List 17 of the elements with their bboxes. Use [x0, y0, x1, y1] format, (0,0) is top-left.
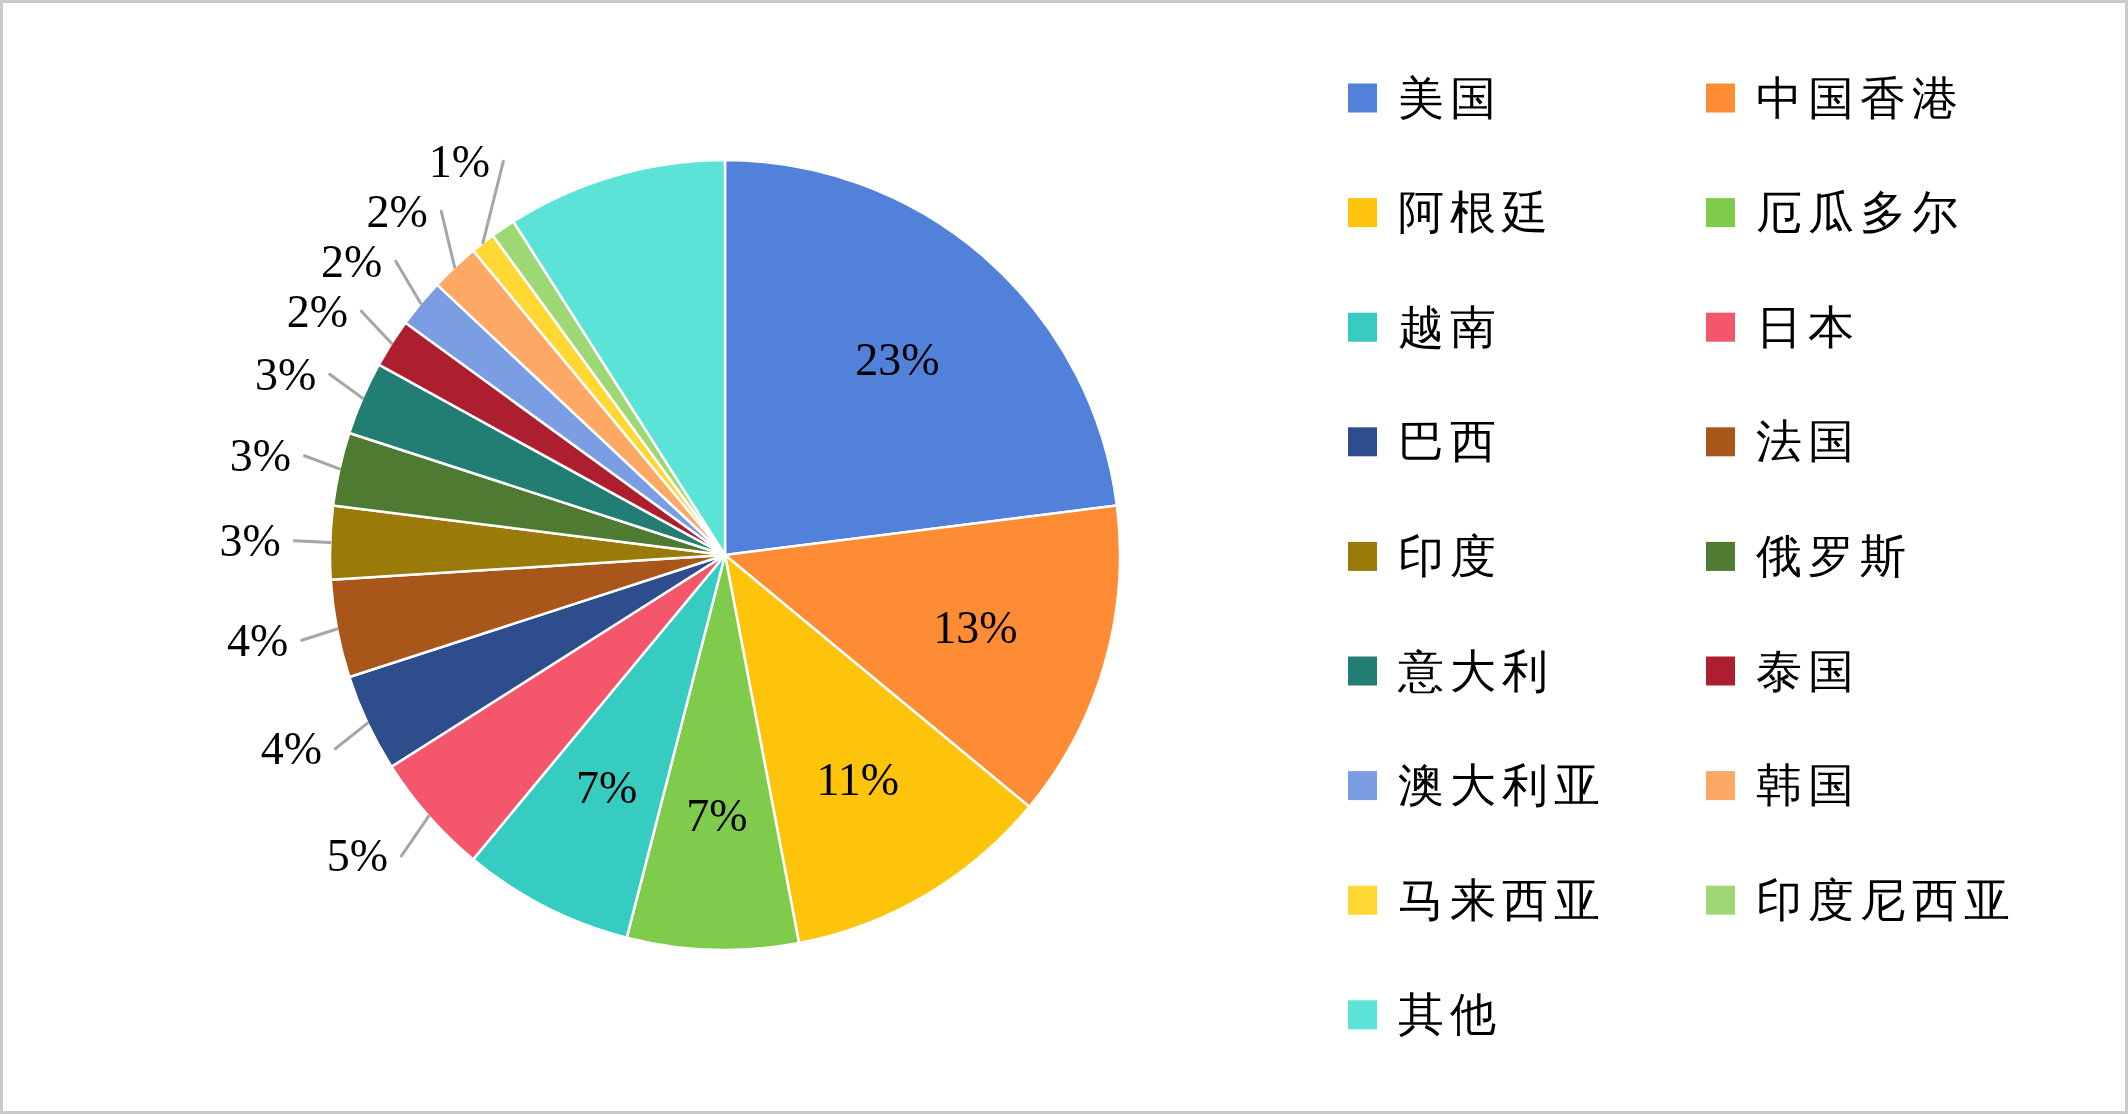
legend-label: 法国: [1756, 416, 1860, 468]
legend-label: 其他: [1398, 989, 1502, 1041]
legend-label: 韩国: [1756, 760, 1860, 812]
legend-label: 巴西: [1398, 416, 1502, 468]
legend-label: 厄瓜多尔: [1756, 187, 1964, 239]
legend-label: 阿根廷: [1398, 187, 1554, 239]
legend-label: 泰国: [1756, 645, 1860, 697]
legend-label: 澳大利亚: [1398, 760, 1606, 812]
legend-label: 印度尼西亚: [1756, 874, 2016, 926]
legend-label: 俄罗斯: [1756, 530, 1912, 582]
legend-label: 印度: [1398, 530, 1502, 582]
legend-label: 马来西亚: [1398, 874, 1606, 926]
legend-label: 意大利: [1397, 645, 1554, 697]
legend-label: 中国香港: [1756, 72, 1964, 124]
legend-label: 美国: [1398, 72, 1502, 124]
legend-label: 日本: [1756, 301, 1860, 353]
legend-label: 越南: [1398, 301, 1502, 353]
